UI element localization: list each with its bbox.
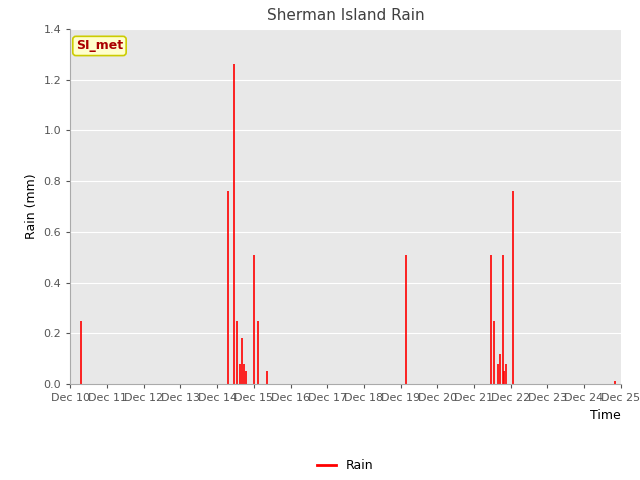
Title: Sherman Island Rain: Sherman Island Rain (267, 9, 424, 24)
Legend: Rain: Rain (312, 454, 379, 477)
X-axis label: Time: Time (590, 408, 621, 421)
Text: SI_met: SI_met (76, 39, 123, 52)
Y-axis label: Rain (mm): Rain (mm) (25, 174, 38, 239)
